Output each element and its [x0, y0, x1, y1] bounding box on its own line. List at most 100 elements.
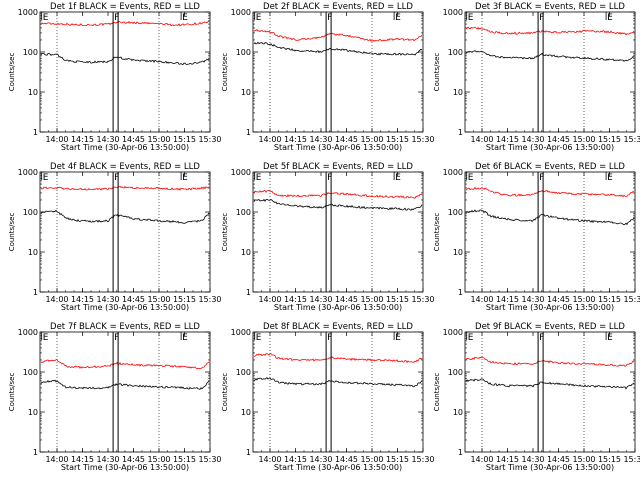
y-tick-label: 1 — [246, 448, 251, 457]
marker-label: F — [539, 13, 544, 23]
lld-series-line — [40, 20, 210, 27]
x-axis-label: Start Time (30-Apr-06 13:50:00) — [61, 143, 189, 152]
x-tick-label: 15:00 — [572, 295, 595, 304]
marker-label: E — [256, 333, 262, 343]
x-axis-label: Start Time (30-Apr-06 13:50:00) — [274, 463, 402, 472]
x-tick-label: 14:30 — [521, 455, 544, 464]
x-tick-label: 14:45 — [122, 135, 145, 144]
marker-label: E — [468, 173, 474, 183]
x-tick-label: 14:45 — [122, 295, 145, 304]
x-tick-label: 15:15 — [173, 135, 196, 144]
y-tick-label: 1000 — [443, 8, 463, 17]
x-tick-label: 15:00 — [147, 295, 170, 304]
detector-panel: Det 4f BLACK = Events, RED = LLD 1 10 100 10… — [8, 162, 222, 312]
y-tick-label: 1000 — [231, 328, 251, 337]
x-tick-label: 15:30 — [411, 455, 434, 464]
x-tick-label: 15:15 — [386, 135, 409, 144]
marker-label: E — [43, 333, 49, 343]
y-tick-label: 100 — [23, 48, 38, 57]
marker-label: F — [114, 13, 119, 23]
y-axis-label: Counts/sec — [433, 373, 441, 412]
y-tick-label: 10 — [453, 408, 463, 417]
x-tick-label: 14:30 — [521, 295, 544, 304]
events-series-line — [40, 209, 210, 224]
marker-label: E — [256, 13, 262, 23]
marker-label: F — [327, 333, 332, 343]
marker-label: E — [182, 173, 188, 183]
y-tick-label: 100 — [236, 48, 251, 57]
y-axis-label: Counts/sec — [8, 213, 16, 252]
detector-panel: Det 8f BLACK = Events, RED = LLD 1 10 100 10… — [221, 322, 435, 472]
y-tick-label: 10 — [28, 248, 38, 257]
x-tick-label: 14:30 — [309, 135, 332, 144]
marker-label: F — [539, 173, 544, 183]
plot-frame — [252, 171, 424, 293]
x-tick-label: 14:30 — [309, 295, 332, 304]
y-tick-label: 100 — [448, 48, 463, 57]
x-axis-label: Start Time (30-Apr-06 13:50:00) — [274, 143, 402, 152]
events-series-line — [465, 209, 635, 226]
panel-title: Det 5f BLACK = Events, RED = LLD — [263, 162, 413, 172]
y-tick-label: 1000 — [231, 8, 251, 17]
marker-label: E — [182, 333, 188, 343]
plot-frame — [464, 11, 636, 133]
panel-title: Det 4f BLACK = Events, RED = LLD — [50, 162, 200, 172]
marker-label: E — [468, 333, 474, 343]
x-tick-label: 15:30 — [623, 135, 640, 144]
x-tick-label: 14:00 — [258, 135, 281, 144]
plot-frame — [464, 171, 636, 293]
y-tick-label: 10 — [241, 88, 251, 97]
y-tick-label: 1000 — [18, 168, 38, 177]
marker-label: E — [43, 173, 49, 183]
x-axis-label: Start Time (30-Apr-06 13:50:00) — [274, 303, 402, 312]
lld-series-line — [465, 186, 635, 198]
x-tick-label: 14:15 — [71, 455, 94, 464]
marker-label: F — [327, 173, 332, 183]
x-tick-label: 14:30 — [96, 455, 119, 464]
marker-label: E — [607, 173, 613, 183]
events-series-line — [253, 41, 423, 56]
y-tick-label: 100 — [236, 368, 251, 377]
y-tick-label: 1000 — [443, 168, 463, 177]
x-tick-label: 15:30 — [411, 295, 434, 304]
x-tick-label: 15:15 — [173, 295, 196, 304]
x-axis-label: Start Time (30-Apr-06 13:50:00) — [61, 303, 189, 312]
y-tick-label: 10 — [453, 88, 463, 97]
x-tick-label: 14:45 — [547, 135, 570, 144]
y-tick-label: 10 — [28, 88, 38, 97]
x-tick-label: 14:15 — [496, 295, 519, 304]
lld-series-line — [253, 353, 423, 364]
x-tick-label: 14:30 — [96, 295, 119, 304]
panel-title: Det 8f BLACK = Events, RED = LLD — [263, 322, 413, 332]
y-tick-label: 1 — [246, 288, 251, 297]
x-tick-label: 15:15 — [386, 455, 409, 464]
x-tick-label: 15:15 — [173, 455, 196, 464]
y-axis-label: Counts/sec — [8, 373, 16, 412]
x-tick-label: 14:45 — [547, 455, 570, 464]
y-tick-label: 10 — [453, 248, 463, 257]
detector-panel: Det 1f BLACK = Events, RED = LLD 1 10 100 10… — [8, 2, 222, 152]
x-tick-label: 15:00 — [147, 135, 170, 144]
y-tick-label: 1000 — [443, 328, 463, 337]
y-tick-label: 1 — [458, 288, 463, 297]
marker-label: E — [395, 333, 401, 343]
lld-series-line — [40, 359, 210, 370]
y-tick-label: 1 — [246, 128, 251, 137]
y-tick-label: 100 — [448, 208, 463, 217]
x-tick-label: 15:00 — [147, 455, 170, 464]
events-series-line — [40, 52, 210, 65]
detector-panel: Det 6f BLACK = Events, RED = LLD 1 10 100 10… — [433, 162, 640, 312]
x-axis-label: Start Time (30-Apr-06 13:50:00) — [61, 463, 189, 472]
y-tick-label: 100 — [448, 368, 463, 377]
detector-panel: Det 7f BLACK = Events, RED = LLD 1 10 100 10… — [8, 322, 222, 472]
marker-label: F — [327, 13, 332, 23]
panel-title: Det 2f BLACK = Events, RED = LLD — [263, 2, 413, 12]
x-tick-label: 14:00 — [45, 455, 68, 464]
y-tick-label: 1 — [458, 448, 463, 457]
plot-frame — [252, 11, 424, 133]
events-series-line — [465, 50, 635, 62]
x-tick-label: 14:30 — [96, 135, 119, 144]
x-tick-label: 14:00 — [45, 135, 68, 144]
detector-panel: Det 2f BLACK = Events, RED = LLD 1 10 100 10… — [221, 2, 435, 152]
